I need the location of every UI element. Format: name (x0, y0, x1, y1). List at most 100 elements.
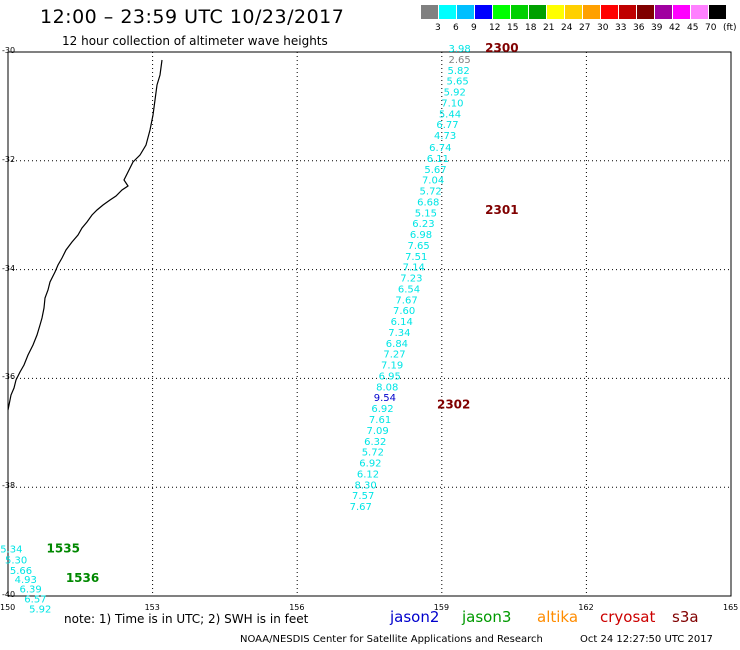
scale-label: 36 (633, 23, 645, 33)
scale-label: 30 (597, 23, 609, 33)
lon-label: 153 (144, 603, 160, 612)
scale-label: 15 (507, 23, 519, 33)
wave-height-value: 6.12 (357, 469, 379, 480)
scale-swatch (457, 5, 474, 19)
wave-height-value: 6.39 (19, 585, 41, 596)
wave-height-value: 6.77 (436, 120, 458, 131)
coastline (7, 59, 163, 411)
wave-height-value: 6.54 (398, 284, 420, 295)
wave-height-value: 5.67 (424, 165, 446, 176)
wave-height-value: 7.27 (383, 350, 405, 361)
wave-height-value: 5.72 (362, 448, 384, 459)
wave-height-value: 5.72 (420, 187, 442, 198)
lat-label: -36 (2, 372, 16, 382)
wave-height-value: 4.73 (434, 131, 456, 142)
scale-label: 9 (471, 23, 477, 33)
wave-height-value: 5.82 (447, 66, 469, 77)
time-label: 2301 (485, 203, 518, 217)
scale-label: 6 (453, 23, 459, 33)
scale-swatch (709, 5, 726, 19)
scale-label: 27 (579, 23, 591, 33)
scale-label: 70 (705, 23, 717, 33)
scale-swatch (655, 5, 672, 19)
note-text: note: 1) Time is in UTC; 2) SWH is in fe… (64, 612, 309, 626)
wave-height-value: 7.10 (441, 98, 463, 109)
wave-height-value: 6.95 (379, 371, 401, 382)
satellite-legend-item: jason3 (462, 608, 512, 626)
scale-swatch (637, 5, 654, 19)
wave-height-value: 6.14 (391, 317, 413, 328)
wave-height-value: 6.92 (371, 404, 393, 415)
wave-height-value: 7.14 (403, 263, 425, 274)
timestamp-text: Oct 24 12:27:50 UTC 2017 (580, 634, 713, 645)
wave-height-value: 8.08 (376, 382, 398, 393)
wave-height-value: 7.09 (367, 426, 389, 437)
wave-height-value: 6.57 (24, 595, 46, 606)
scale-swatch (529, 5, 546, 19)
scale-swatch (619, 5, 636, 19)
wave-height-value: 6.84 (386, 339, 408, 350)
wave-height-value: 8.30 (354, 480, 376, 491)
lon-label: 150 (0, 603, 16, 612)
lon-label: 159 (433, 603, 450, 612)
credit-text: NOAA/NESDIS Center for Satellite Applica… (240, 634, 543, 645)
wave-height-value: 2.65 (448, 55, 470, 66)
scale-label: 18 (525, 23, 537, 33)
wave-height-value: 4.93 (15, 575, 37, 586)
wave-height-value: 7.67 (395, 295, 417, 306)
wave-height-value: 5.92 (29, 604, 51, 615)
wave-height-value: 5.66 (10, 566, 32, 577)
wave-height-value: 7.23 (400, 274, 422, 285)
scale-swatch (691, 5, 708, 19)
scale-label: 21 (543, 23, 555, 33)
lat-label: -32 (2, 154, 16, 164)
time-label: 2300 (485, 41, 518, 55)
wave-height-value: 6.11 (427, 154, 449, 165)
wave-height-value: 6.23 (412, 219, 434, 230)
time-label: 2302 (437, 397, 470, 411)
wave-height-value: 6.32 (364, 437, 386, 448)
wave-height-value: 5.44 (439, 109, 461, 120)
wave-height-value: 7.19 (381, 361, 403, 372)
wave-height-value: 7.57 (352, 491, 374, 502)
wave-height-value: 7.60 (393, 306, 415, 317)
scale-swatch (565, 5, 582, 19)
wave-height-value: 7.61 (369, 415, 391, 426)
lat-label: -30 (2, 46, 16, 55)
scale-label: 39 (651, 23, 663, 33)
scale-swatch (583, 5, 600, 19)
satellite-legend-item: cryosat (600, 608, 656, 626)
scale-swatch (475, 5, 492, 19)
lat-label: -38 (2, 481, 16, 491)
satellite-legend-item: s3a (672, 608, 699, 626)
wave-height-value: 5.92 (444, 88, 466, 99)
satellite-legend-item: jason2 (390, 608, 440, 626)
scale-label: 42 (669, 23, 681, 33)
map-subtitle: 12 hour collection of altimeter wave hei… (62, 34, 328, 48)
wave-height-value: 6.74 (429, 143, 451, 154)
wave-height-value: 5.30 (5, 555, 27, 566)
scale-swatch (511, 5, 528, 19)
scale-label: (ft) (723, 23, 737, 33)
wave-height-value: 7.67 (350, 502, 372, 513)
lon-label: 165 (723, 603, 739, 612)
wave-height-value: 7.34 (388, 328, 410, 339)
scale-label: 12 (489, 23, 501, 33)
scale-swatch (421, 5, 438, 19)
scale-swatch (493, 5, 510, 19)
scale-swatch (439, 5, 456, 19)
scale-swatch (547, 5, 564, 19)
scale-label: 3 (435, 23, 441, 33)
wave-height-value: 6.92 (359, 459, 381, 470)
wave-height-value: 7.65 (407, 241, 429, 252)
wave-height-value: 5.34 (0, 544, 22, 555)
wave-height-value: 7.04 (422, 176, 444, 187)
lat-label: -34 (2, 263, 16, 273)
lon-label: 156 (289, 603, 305, 612)
wave-height-value: 5.15 (415, 208, 437, 219)
scale-swatch (673, 5, 690, 19)
wave-height-value: 9.54 (374, 393, 396, 404)
lat-label: -40 (2, 590, 16, 599)
wave-height-value: 6.98 (410, 230, 432, 241)
